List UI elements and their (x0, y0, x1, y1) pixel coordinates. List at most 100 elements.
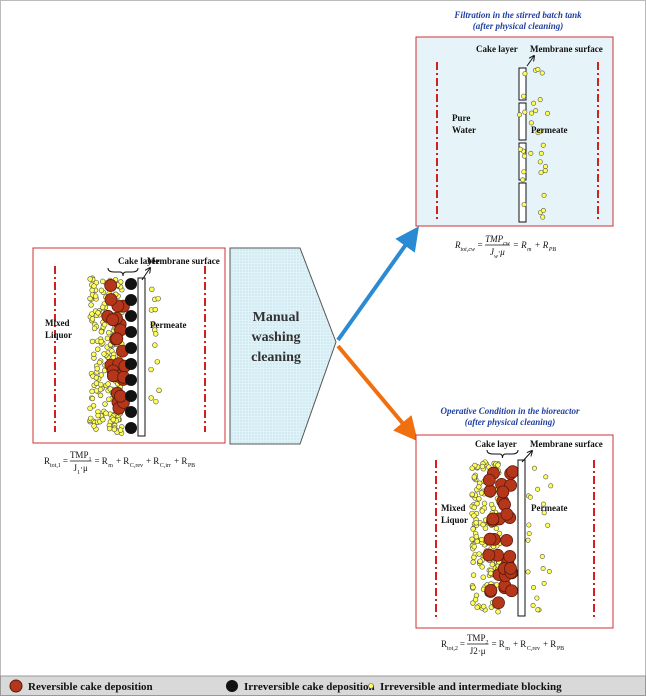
particle (517, 146, 523, 152)
formula-text: m (505, 646, 510, 652)
particle (520, 177, 526, 183)
particle (148, 366, 154, 373)
legend-swatch (226, 680, 238, 692)
particle (150, 321, 156, 327)
particle (473, 520, 479, 526)
particle (470, 526, 476, 532)
cleaning-label: cleaning (251, 350, 301, 365)
panel-title: Operative Condition in the bioreactor (440, 406, 580, 416)
particle (548, 483, 554, 489)
particle (104, 335, 111, 342)
particle (506, 465, 520, 479)
feed-label: Liquor (441, 515, 468, 525)
arrow (336, 226, 419, 342)
particle (522, 71, 528, 77)
formula-text: + R (146, 456, 159, 466)
particle (98, 329, 105, 335)
particle (153, 331, 159, 337)
particle (470, 584, 476, 591)
denominator: J 1 ·μ (74, 463, 89, 476)
particle (474, 500, 480, 507)
particle (482, 473, 496, 487)
particle (480, 521, 486, 528)
particle (98, 338, 104, 345)
particle (89, 316, 96, 322)
particle (483, 484, 497, 498)
membrane (518, 182, 527, 223)
pointer (526, 56, 534, 67)
particle (478, 490, 485, 496)
particle (542, 168, 548, 174)
formula-text: cw (503, 241, 510, 247)
particle (470, 559, 476, 565)
cake-label: Cake layer (475, 439, 517, 449)
formula-text: tot,1 (50, 463, 61, 469)
particle (89, 338, 96, 345)
particle (476, 484, 482, 490)
formula-text: R (441, 639, 447, 649)
numerator: TMP 2 (467, 633, 489, 646)
particle (93, 380, 100, 386)
formula-text: C,rev (527, 646, 540, 652)
cleaning-label: washing (251, 330, 300, 345)
pointer (521, 451, 532, 463)
particle (526, 522, 532, 528)
particle (125, 326, 137, 338)
particle (540, 142, 546, 148)
particle (91, 283, 97, 289)
feed-label: Liquor (45, 330, 72, 340)
particle (505, 584, 519, 598)
membrane (518, 102, 527, 141)
legend-label: Irreversible and intermediate blocking (380, 681, 562, 693)
particle (111, 426, 118, 433)
particle (110, 416, 116, 423)
particle (546, 569, 552, 575)
formula-text: R (454, 240, 461, 250)
particle (537, 97, 543, 103)
particle (481, 500, 488, 507)
particle (488, 570, 494, 577)
particle (125, 310, 137, 322)
particle (522, 109, 528, 115)
particle (484, 583, 498, 597)
particle (521, 169, 527, 175)
particle (104, 293, 118, 306)
particle (540, 566, 546, 572)
particle (471, 504, 477, 511)
arrow (336, 344, 418, 442)
particle (125, 406, 137, 418)
particle (125, 374, 137, 386)
particle (526, 531, 532, 537)
brace (486, 449, 519, 459)
legend-swatch (9, 679, 23, 693)
formula-text: J2·μ (470, 646, 486, 656)
cleaning-step (229, 247, 337, 445)
particle (545, 110, 551, 116)
particle (534, 595, 540, 601)
particle (87, 405, 93, 412)
formula-text: PB (557, 646, 564, 652)
formula-text: + R (534, 240, 548, 250)
particle (496, 485, 510, 499)
panel-title: Filtration in the stirred batch tank (453, 10, 582, 20)
particle (149, 286, 155, 293)
particle (97, 392, 104, 399)
formula-text: m (108, 463, 113, 469)
particle (101, 351, 107, 357)
particle (91, 325, 98, 332)
membrane-label: Membrane surface (147, 256, 220, 266)
particle (479, 463, 486, 470)
particle (469, 536, 475, 542)
particle (473, 533, 480, 540)
particle (476, 496, 482, 502)
particle (110, 332, 124, 346)
particle (87, 276, 93, 282)
particle (538, 170, 544, 176)
particle (525, 569, 531, 575)
formula-text: 1 (77, 470, 80, 476)
formula-text: R (44, 456, 50, 466)
particle (100, 416, 106, 423)
formula-text: J (74, 463, 78, 473)
particle (106, 313, 120, 327)
